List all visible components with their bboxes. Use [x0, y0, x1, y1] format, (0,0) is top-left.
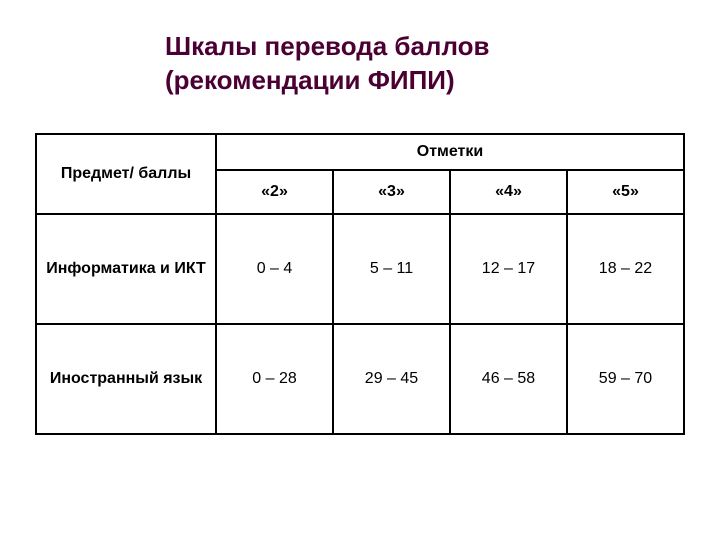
data-cell: 29 – 45: [333, 324, 450, 434]
title-line-1: Шкалы перевода баллов: [165, 31, 490, 61]
subject-cell: Иностранный язык: [36, 324, 216, 434]
data-cell: 59 – 70: [567, 324, 684, 434]
table-row: Иностранный язык 0 – 28 29 – 45 46 – 58 …: [36, 324, 684, 434]
title-line-2: (рекомендации ФИПИ): [165, 65, 455, 95]
page-title: Шкалы перевода баллов (рекомендации ФИПИ…: [165, 30, 685, 98]
table-row: Информатика и ИКТ 0 – 4 5 – 11 12 – 17 1…: [36, 214, 684, 324]
grade-header-4: «4»: [450, 170, 567, 214]
grade-header-2: «2»: [216, 170, 333, 214]
score-conversion-table: Предмет/ баллы Отметки «2» «3» «4» «5» И…: [35, 133, 685, 435]
data-cell: 0 – 4: [216, 214, 333, 324]
data-cell: 0 – 28: [216, 324, 333, 434]
subject-cell: Информатика и ИКТ: [36, 214, 216, 324]
header-marks: Отметки: [216, 134, 684, 170]
header-subject: Предмет/ баллы: [36, 134, 216, 214]
data-cell: 46 – 58: [450, 324, 567, 434]
data-cell: 12 – 17: [450, 214, 567, 324]
grade-header-5: «5»: [567, 170, 684, 214]
data-cell: 18 – 22: [567, 214, 684, 324]
data-cell: 5 – 11: [333, 214, 450, 324]
grade-header-3: «3»: [333, 170, 450, 214]
